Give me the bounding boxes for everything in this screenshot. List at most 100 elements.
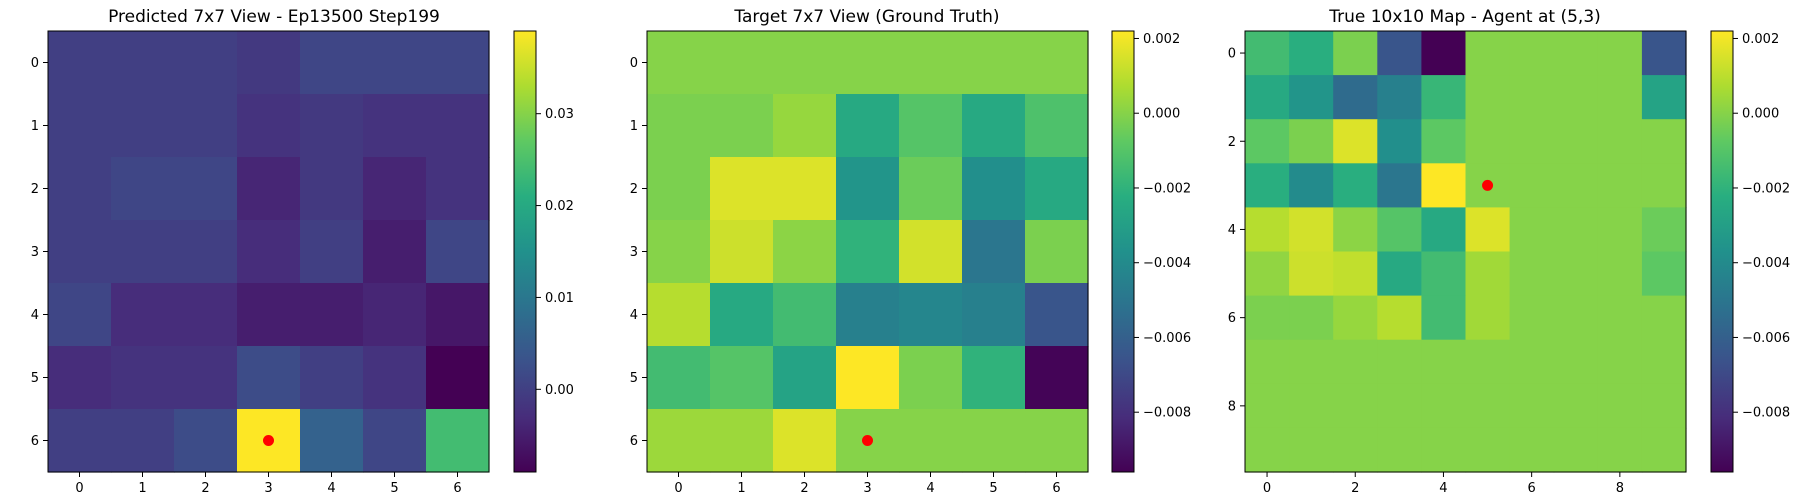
heatmap-cell — [1553, 75, 1599, 120]
heatmap-cell — [1509, 295, 1555, 341]
heatmap-cell — [1421, 75, 1467, 120]
heatmap-cell — [111, 157, 175, 221]
heatmap-cell — [1641, 427, 1687, 473]
heatmap-cell — [899, 157, 963, 221]
heatmap-cell — [647, 220, 711, 284]
heatmap-cell — [1333, 207, 1378, 253]
heatmap-cell — [1553, 119, 1599, 164]
heatmap-cell — [1245, 427, 1290, 473]
panel-title: Predicted 7x7 View - Ep13500 Step199 — [108, 7, 440, 27]
x-tick-label: 0 — [1263, 481, 1271, 496]
y-tick-label: 2 — [31, 182, 39, 197]
heatmap-cell — [1641, 339, 1687, 385]
heatmap-cell — [111, 94, 175, 158]
y-tick-label: 5 — [630, 371, 638, 386]
heatmap-cell — [1641, 31, 1687, 76]
heatmap-cell — [1377, 207, 1422, 253]
y-tick-label: 0 — [630, 56, 638, 71]
heatmap-cell — [1553, 163, 1599, 208]
heatmap-cell — [1597, 383, 1643, 429]
heatmap-cell — [174, 409, 238, 473]
heatmap-cell — [836, 346, 900, 410]
heatmap-cell — [1641, 119, 1687, 164]
heatmap-cell — [1289, 295, 1334, 341]
heatmap-cell — [1553, 295, 1599, 341]
colorbar-tick-label: 0.000 — [1143, 107, 1180, 122]
heatmap-cell — [237, 283, 301, 347]
x-tick-label: 8 — [1616, 481, 1624, 496]
heatmap-cell — [1509, 207, 1555, 253]
colorbar-ticks: 0.00 0.01 0.02 0.03 — [536, 107, 574, 398]
heatmap-cell — [899, 220, 963, 284]
heatmap-cell — [426, 409, 490, 473]
heatmap-cell — [363, 409, 427, 473]
colorbar — [513, 30, 537, 473]
heatmap-cell — [647, 94, 711, 158]
x-tick-label: 4 — [926, 481, 934, 496]
heatmap-cell — [1333, 75, 1378, 120]
heatmap-cell — [48, 346, 112, 410]
heatmap-cell — [1289, 427, 1334, 473]
heatmap-cell — [1553, 339, 1599, 385]
heatmap-cell — [836, 31, 900, 95]
x-tick-label: 4 — [327, 481, 335, 496]
heatmap-cell — [1377, 339, 1422, 385]
x-axis-ticks: 0 2 4 6 8 — [1263, 472, 1624, 496]
heatmap-cell — [1553, 427, 1599, 473]
heatmap-cell — [1641, 207, 1687, 253]
colorbar-tick-label: −0.002 — [1143, 181, 1191, 196]
heatmap-cell — [237, 220, 301, 284]
y-tick-label: 6 — [1228, 311, 1236, 326]
heatmap-cell — [773, 157, 837, 221]
heatmap-cell — [1333, 427, 1378, 473]
heatmap-cell — [647, 409, 711, 473]
heatmap-cell — [710, 157, 774, 221]
heatmap-cell — [111, 346, 175, 410]
heatmap-cells — [48, 31, 490, 473]
colorbar-tick-label: −0.002 — [1742, 181, 1790, 196]
heatmap-cells — [647, 31, 1089, 473]
colorbar-tick-label: −0.008 — [1742, 406, 1790, 421]
y-tick-label: 1 — [31, 119, 39, 134]
heatmap-cell — [836, 283, 900, 347]
heatmap-cell — [899, 94, 963, 158]
heatmap-cell — [1421, 339, 1467, 385]
heatmap-cell — [300, 94, 364, 158]
heatmap-cell — [1245, 31, 1290, 76]
heatmap-cell — [1333, 119, 1378, 164]
heatmap-cell — [300, 157, 364, 221]
y-tick-label: 5 — [31, 371, 39, 386]
heatmap-cell — [174, 283, 238, 347]
x-tick-label: 2 — [800, 481, 808, 496]
colorbar-tick-label: 0.002 — [1742, 32, 1779, 47]
heatmap-cell — [48, 409, 112, 473]
heatmap-cell — [48, 283, 112, 347]
heatmap-cell — [773, 94, 837, 158]
heatmap-cell — [1597, 427, 1643, 473]
heatmap-cell — [1597, 295, 1643, 341]
y-tick-label: 3 — [630, 245, 638, 260]
heatmap-cell — [1289, 75, 1334, 120]
heatmap-cell — [1245, 207, 1290, 253]
heatmap-cell — [899, 346, 963, 410]
heatmap-cell — [174, 157, 238, 221]
colorbar-tick-label: −0.006 — [1742, 331, 1790, 346]
agent-marker-layer — [263, 435, 274, 446]
heatmap-cell — [647, 31, 711, 95]
heatmap-cell — [1245, 75, 1290, 120]
y-tick-label: 1 — [630, 119, 638, 134]
heatmap-cell — [174, 346, 238, 410]
heatmap-cell — [1509, 383, 1555, 429]
heatmap-cell — [1245, 383, 1290, 429]
colorbar-tick-label: 0.03 — [545, 107, 574, 122]
heatmap-cell — [899, 283, 963, 347]
heatmap-cell — [1025, 409, 1089, 473]
heatmap-cell — [1377, 383, 1422, 429]
heatmap-cell — [1025, 220, 1089, 284]
colorbar-ticks: 0.002 0.000 −0.002 −0.004 −0.006 −0.008 — [1134, 32, 1191, 421]
heatmap-cell — [1597, 119, 1643, 164]
heatmap-cell — [710, 283, 774, 347]
heatmap-cell — [1553, 207, 1599, 253]
colorbar-tick-label: −0.004 — [1742, 256, 1790, 271]
axes-frame — [1244, 30, 1687, 473]
